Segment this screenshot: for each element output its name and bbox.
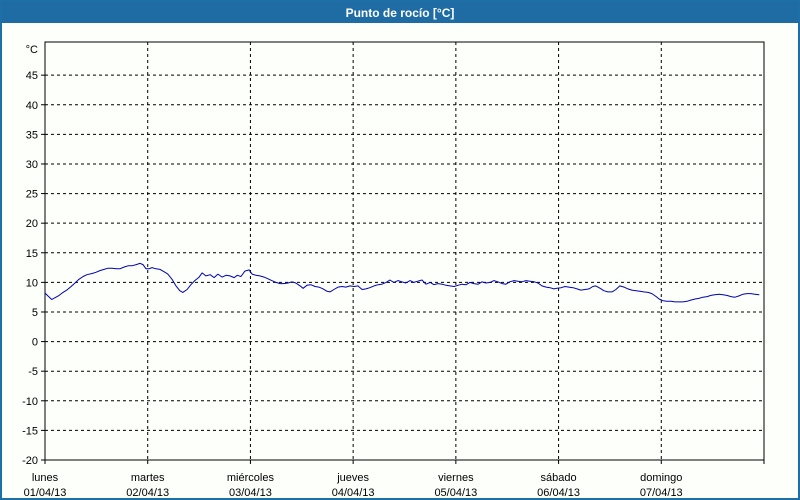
x-day-label: jueves: [336, 472, 369, 484]
y-axis-unit-label: °C: [26, 44, 38, 56]
x-day-label: sábado: [541, 472, 577, 484]
y-tick-label: 15: [26, 248, 38, 260]
x-date-label: 06/04/13: [537, 487, 580, 499]
y-tick-label: 0: [32, 337, 38, 349]
x-date-label: 04/04/13: [332, 487, 375, 499]
y-tick-label: 25: [26, 189, 38, 201]
chart-title: Punto de rocío [°C]: [345, 5, 455, 20]
y-tick-label: 40: [26, 100, 38, 112]
y-tick-label: -20: [22, 455, 38, 467]
x-date-label: 02/04/13: [126, 487, 169, 499]
y-tick-label: -5: [28, 366, 38, 378]
x-date-label: 01/04/13: [24, 487, 67, 499]
x-date-label: 07/04/13: [640, 487, 683, 499]
y-tick-label: -15: [22, 425, 38, 437]
chart-title-bar: Punto de rocío [°C]: [2, 2, 798, 23]
x-day-label: martes: [131, 472, 165, 484]
x-day-label: lunes: [32, 472, 59, 484]
x-day-label: miércoles: [227, 472, 275, 484]
x-date-label: 05/04/13: [434, 487, 477, 499]
y-tick-label: 10: [26, 277, 38, 289]
y-tick-label: 30: [26, 159, 38, 171]
y-tick-label: 20: [26, 218, 38, 230]
x-day-label: viernes: [438, 472, 474, 484]
dew-point-line: [44, 262, 760, 303]
y-tick-label: 5: [32, 307, 38, 319]
x-day-label: domingo: [640, 472, 682, 484]
x-date-label: 03/04/13: [229, 487, 272, 499]
y-tick-label: 35: [26, 129, 38, 141]
plot-border: [44, 41, 765, 461]
y-tick-label: 45: [26, 70, 38, 82]
y-tick-label: -10: [22, 396, 38, 408]
